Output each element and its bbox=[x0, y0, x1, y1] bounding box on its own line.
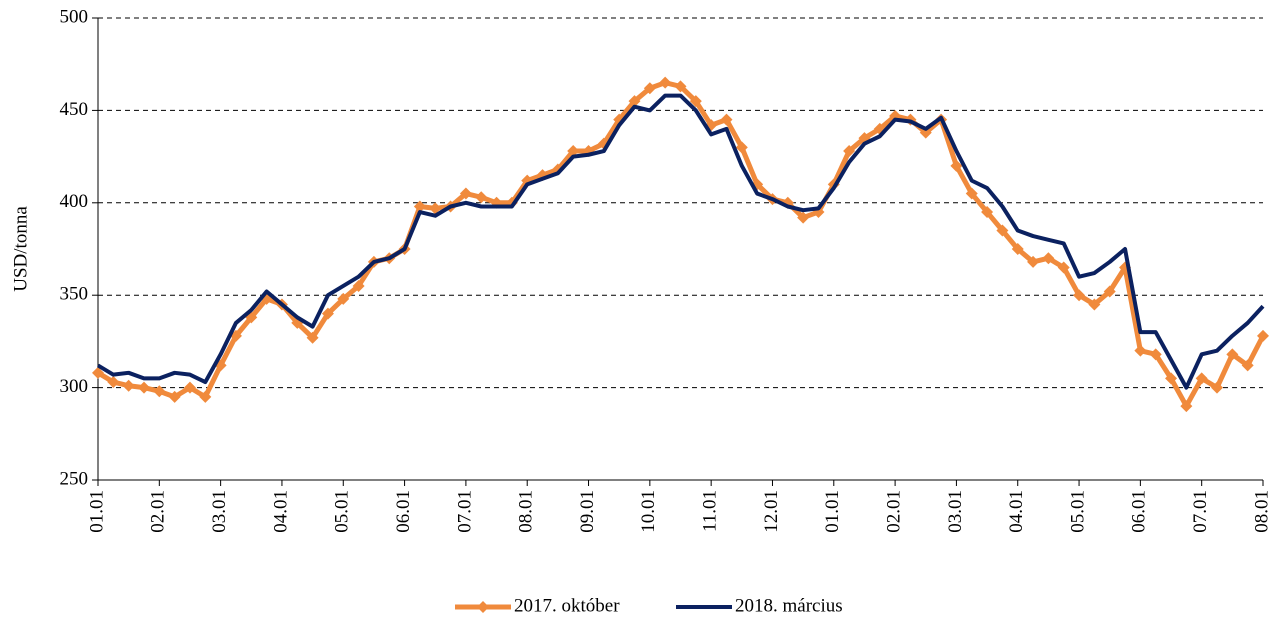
y-tick-label: 250 bbox=[60, 468, 89, 489]
series-marker bbox=[981, 206, 994, 219]
x-tick-label: 06.01 bbox=[1129, 490, 1150, 533]
x-tick-label: 05.01 bbox=[1067, 490, 1088, 533]
series-marker bbox=[965, 187, 978, 200]
series-marker bbox=[413, 200, 426, 213]
series-marker bbox=[720, 113, 733, 126]
series-marker bbox=[306, 331, 319, 344]
series-marker bbox=[950, 159, 963, 172]
series-marker bbox=[199, 390, 212, 403]
series-marker bbox=[107, 376, 120, 389]
series-marker bbox=[996, 224, 1009, 237]
series-marker bbox=[1011, 243, 1024, 255]
y-tick-label: 400 bbox=[60, 191, 89, 212]
legend-marker bbox=[477, 601, 489, 613]
y-tick-label: 350 bbox=[60, 284, 89, 305]
series-marker bbox=[1057, 261, 1070, 274]
series-marker bbox=[1211, 381, 1224, 394]
series-marker bbox=[1149, 348, 1162, 361]
legend-label: 2017. október bbox=[514, 595, 620, 616]
legend-label: 2018. március bbox=[735, 595, 843, 616]
y-tick-label: 500 bbox=[60, 6, 89, 27]
series-marker bbox=[1195, 372, 1208, 385]
x-tick-label: 06.01 bbox=[393, 490, 414, 533]
x-tick-label: 04.01 bbox=[1006, 490, 1027, 533]
x-tick-label: 09.01 bbox=[577, 490, 598, 533]
x-tick-label: 01.01 bbox=[86, 490, 107, 533]
series-marker bbox=[321, 307, 334, 320]
series-marker bbox=[689, 95, 702, 108]
series-marker bbox=[337, 292, 350, 305]
x-tick-label: 11.01 bbox=[700, 490, 721, 532]
series-marker bbox=[153, 385, 166, 398]
series-marker bbox=[567, 145, 580, 158]
series-marker bbox=[1241, 359, 1254, 372]
x-tick-label: 10.01 bbox=[638, 490, 659, 533]
x-tick-label: 03.01 bbox=[209, 490, 230, 533]
series-marker bbox=[1073, 289, 1086, 302]
series-marker bbox=[674, 80, 687, 93]
series-marker bbox=[1180, 400, 1193, 413]
y-tick-label: 300 bbox=[60, 376, 89, 397]
x-tick-label: 01.01 bbox=[822, 490, 843, 533]
x-tick-label: 12.01 bbox=[761, 490, 782, 533]
series-marker bbox=[1257, 329, 1269, 342]
series-marker bbox=[659, 76, 672, 89]
series-marker bbox=[1103, 285, 1116, 298]
series-marker bbox=[1165, 372, 1178, 385]
series-marker bbox=[92, 366, 104, 379]
series-marker bbox=[1088, 298, 1101, 311]
series-marker bbox=[843, 145, 856, 158]
series-marker bbox=[643, 82, 656, 95]
series-marker bbox=[797, 211, 810, 224]
series-marker bbox=[122, 379, 135, 392]
y-tick-label: 450 bbox=[60, 99, 89, 120]
x-tick-label: 08.01 bbox=[1251, 490, 1272, 533]
y-axis-label: USD/tonna bbox=[10, 206, 31, 292]
series-marker bbox=[1226, 348, 1239, 361]
series-marker bbox=[168, 390, 181, 403]
series-marker bbox=[475, 191, 488, 204]
x-tick-label: 02.01 bbox=[883, 490, 904, 533]
series-marker bbox=[137, 381, 150, 394]
series-marker bbox=[1042, 252, 1055, 265]
series-marker bbox=[628, 95, 641, 108]
series-marker bbox=[705, 119, 718, 132]
series-marker bbox=[1027, 255, 1040, 268]
x-tick-label: 02.01 bbox=[148, 490, 169, 533]
x-tick-label: 07.01 bbox=[454, 490, 475, 533]
x-tick-label: 08.01 bbox=[516, 490, 537, 533]
series-marker bbox=[352, 279, 365, 292]
series-marker bbox=[429, 202, 442, 215]
series-line bbox=[96, 80, 1266, 409]
x-tick-label: 05.01 bbox=[332, 490, 353, 533]
series-marker bbox=[459, 187, 472, 200]
x-tick-label: 04.01 bbox=[270, 490, 291, 533]
x-tick-label: 07.01 bbox=[1190, 490, 1211, 533]
series-marker bbox=[1134, 344, 1147, 357]
series-line bbox=[96, 93, 1265, 390]
x-tick-label: 03.01 bbox=[945, 490, 966, 533]
series-marker bbox=[735, 141, 748, 154]
series-marker bbox=[183, 381, 196, 394]
